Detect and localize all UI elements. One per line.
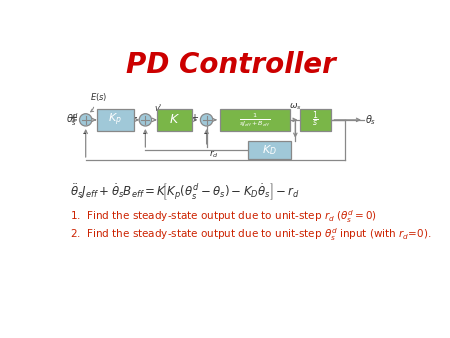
Text: $\theta_s^d$: $\theta_s^d$: [66, 111, 79, 127]
Text: $K_p$: $K_p$: [108, 112, 122, 128]
Text: +: +: [190, 113, 198, 123]
Circle shape: [80, 114, 92, 126]
Text: $\omega_s$: $\omega_s$: [289, 102, 302, 112]
Text: +: +: [69, 113, 77, 123]
Text: $\frac{1}{s}$: $\frac{1}{s}$: [312, 110, 319, 130]
FancyBboxPatch shape: [220, 109, 290, 131]
Text: $E(s)$: $E(s)$: [90, 91, 108, 103]
Circle shape: [139, 114, 152, 126]
FancyBboxPatch shape: [248, 141, 291, 159]
Text: $\ddot{\theta}_s J_{eff} + \dot{\theta}_s B_{eff} = K\!\left[K_p(\theta_s^d - \t: $\ddot{\theta}_s J_{eff} + \dot{\theta}_…: [70, 181, 300, 202]
Text: $K$: $K$: [169, 113, 180, 126]
Text: 1.  Find the steady-state output due to unit-step $r_d$ $(\theta_s^d = 0)$: 1. Find the steady-state output due to u…: [70, 208, 377, 224]
FancyBboxPatch shape: [97, 109, 134, 131]
Text: $K_D$: $K_D$: [262, 143, 277, 157]
Text: -: -: [203, 128, 207, 138]
Text: $v$': $v$': [154, 102, 162, 113]
Text: -: -: [142, 128, 145, 138]
FancyBboxPatch shape: [301, 109, 331, 131]
Circle shape: [200, 114, 213, 126]
Text: $\theta_s$: $\theta_s$: [365, 113, 377, 127]
Text: $\frac{1}{sJ_{eff}+B_{eff}}$: $\frac{1}{sJ_{eff}+B_{eff}}$: [239, 111, 271, 128]
Text: +: +: [129, 113, 137, 123]
Text: PD Controller: PD Controller: [126, 51, 336, 79]
FancyBboxPatch shape: [157, 109, 192, 131]
Text: -: -: [82, 128, 86, 138]
Text: $r_d$: $r_d$: [209, 148, 219, 160]
Text: 2.  Find the steady-state output due to unit-step $\theta_s^d$ input (with $r_d$: 2. Find the steady-state output due to u…: [70, 226, 432, 243]
